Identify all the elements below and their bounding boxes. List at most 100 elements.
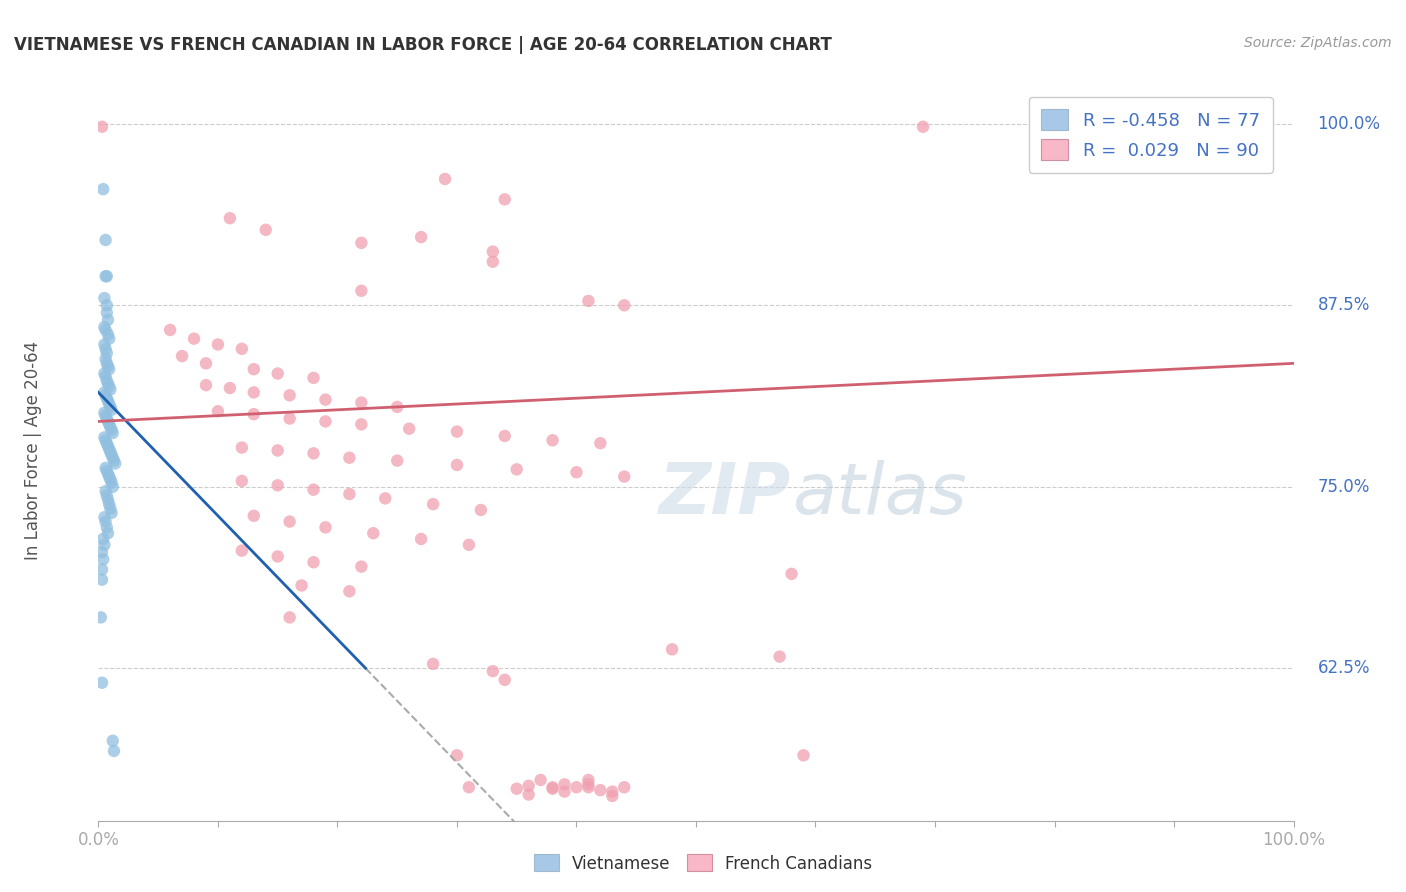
Point — [517, 779, 540, 793]
Point — [91, 545, 114, 559]
Text: VIETNAMESE VS FRENCH CANADIAN IN LABOR FORCE | AGE 20-64 CORRELATION CHART: VIETNAMESE VS FRENCH CANADIAN IN LABOR F… — [14, 36, 832, 54]
Text: ZIP: ZIP — [659, 460, 792, 529]
Point — [96, 520, 118, 534]
Point — [602, 789, 624, 803]
Point — [446, 748, 468, 763]
Point — [278, 388, 301, 402]
Point — [93, 430, 115, 444]
Point — [219, 211, 242, 226]
Point — [96, 488, 118, 502]
Point — [422, 497, 444, 511]
Point — [94, 388, 117, 402]
Point — [103, 453, 125, 467]
Point — [363, 526, 385, 541]
Point — [315, 392, 337, 407]
Point — [254, 223, 277, 237]
Point — [481, 254, 505, 268]
Legend: R = -0.458   N = 77, R =  0.029   N = 90: R = -0.458 N = 77, R = 0.029 N = 90 — [1029, 96, 1272, 173]
Text: In Labor Force | Age 20-64: In Labor Force | Age 20-64 — [24, 341, 42, 560]
Point — [911, 120, 934, 134]
Point — [267, 549, 290, 564]
Point — [96, 374, 118, 388]
Point — [98, 501, 122, 516]
Point — [613, 469, 636, 483]
Point — [98, 469, 121, 483]
Point — [98, 497, 121, 511]
Point — [278, 411, 301, 425]
Point — [101, 450, 124, 465]
Point — [661, 642, 683, 657]
Point — [96, 298, 118, 312]
Point — [494, 429, 516, 443]
Point — [97, 359, 120, 374]
Point — [768, 649, 790, 664]
Point — [578, 772, 600, 787]
Point — [94, 409, 117, 423]
Point — [470, 503, 492, 517]
Point — [458, 538, 481, 552]
Point — [494, 192, 516, 206]
Point — [278, 610, 301, 624]
Point — [231, 342, 253, 356]
Point — [103, 744, 125, 758]
Point — [98, 400, 122, 414]
Point — [97, 414, 120, 428]
Point — [94, 323, 117, 337]
Point — [104, 457, 127, 471]
Point — [101, 733, 124, 747]
Point — [350, 284, 373, 298]
Point — [98, 420, 122, 434]
Point — [446, 458, 468, 472]
Point — [793, 748, 815, 763]
Point — [98, 473, 122, 487]
Point — [90, 610, 112, 624]
Point — [98, 417, 121, 432]
Point — [385, 453, 409, 467]
Point — [98, 445, 122, 459]
Point — [243, 407, 266, 421]
Text: atlas: atlas — [792, 460, 966, 529]
Point — [302, 555, 325, 569]
Point — [291, 578, 314, 592]
Point — [93, 337, 115, 351]
Point — [96, 436, 118, 450]
Point — [94, 434, 117, 448]
Point — [207, 337, 229, 351]
Point — [93, 406, 115, 420]
Point — [411, 532, 433, 546]
Point — [231, 474, 253, 488]
Point — [100, 448, 122, 462]
Point — [97, 526, 120, 541]
Point — [302, 446, 325, 460]
Text: 75.0%: 75.0% — [1317, 478, 1369, 496]
Point — [398, 422, 420, 436]
Point — [458, 780, 481, 795]
Point — [411, 230, 433, 244]
Point — [267, 367, 290, 381]
Point — [195, 378, 218, 392]
Point — [278, 515, 301, 529]
Point — [231, 441, 253, 455]
Point — [481, 244, 505, 259]
Point — [602, 784, 624, 798]
Point — [315, 414, 337, 428]
Point — [91, 532, 114, 546]
Point — [339, 450, 361, 465]
Point — [94, 233, 117, 247]
Point — [96, 346, 118, 360]
Point — [578, 777, 600, 791]
Point — [302, 371, 325, 385]
Point — [97, 439, 120, 453]
Point — [517, 788, 540, 802]
Point — [530, 772, 553, 787]
Point — [98, 397, 121, 411]
Point — [374, 491, 396, 506]
Text: 62.5%: 62.5% — [1317, 659, 1369, 677]
Point — [93, 385, 115, 400]
Point — [98, 383, 122, 397]
Point — [494, 673, 516, 687]
Point — [267, 443, 290, 458]
Point — [350, 395, 373, 409]
Point — [350, 235, 373, 250]
Text: Source: ZipAtlas.com: Source: ZipAtlas.com — [1244, 36, 1392, 50]
